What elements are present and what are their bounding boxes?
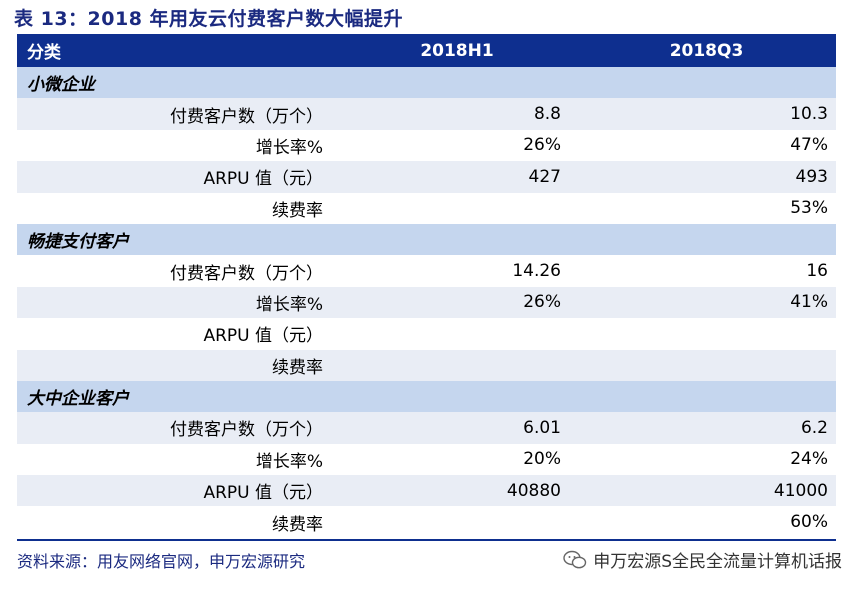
value-2018h1: 8.8: [533, 104, 561, 125]
value-2018h1: 20%: [523, 449, 561, 470]
header-2018h1: 2018H1: [420, 40, 494, 61]
value-2018h1: 26%: [523, 292, 561, 313]
table-row: 付费客户数（万个） 6.01 6.2: [17, 412, 836, 444]
table-bottom-rule: [17, 539, 836, 541]
value-2018q3: 53%: [790, 198, 828, 219]
table-row: 续费率 53%: [17, 193, 836, 224]
row-label: 付费客户数（万个）: [170, 106, 323, 127]
row-label: 增长率%: [255, 137, 323, 158]
value-2018q3: 47%: [790, 135, 828, 156]
row-label: 续费率: [272, 357, 323, 378]
data-table: 分类 2018H1 2018Q3 小微企业 付费客户数（万个） 8.8 10.3…: [17, 34, 836, 538]
table-row: ARPU 值（元） 40880 41000: [17, 475, 836, 507]
value-2018q3: 41%: [790, 292, 828, 313]
table-row: 增长率% 20% 24%: [17, 444, 836, 475]
section-title: 大中企业客户: [27, 389, 129, 410]
value-2018q3: 10.3: [790, 104, 828, 125]
section-title: 畅捷支付客户: [27, 232, 129, 253]
section-title: 小微企业: [27, 75, 95, 96]
row-label: 增长率%: [255, 294, 323, 315]
table-row: 续费率: [17, 349, 836, 381]
row-label: 续费率: [272, 200, 323, 221]
row-label: ARPU 值（元）: [203, 169, 323, 190]
wechat-icon: [563, 550, 587, 568]
value-2018q3: 24%: [790, 449, 828, 470]
value-2018q3: 60%: [790, 512, 828, 533]
value-2018q3: 41000: [773, 480, 828, 501]
section-row: 大中企业客户: [17, 380, 836, 413]
header-category: 分类: [27, 43, 61, 63]
table-row: 增长率% 26% 47%: [17, 130, 836, 161]
source-note: 资料来源：用友网络官网，申万宏源研究: [17, 552, 306, 571]
row-label: ARPU 值（元）: [203, 483, 323, 504]
value-2018h1: 427: [528, 166, 561, 187]
row-label: 付费客户数（万个）: [170, 420, 323, 441]
row-label: ARPU 值（元）: [203, 326, 323, 347]
table-header: 分类 2018H1 2018Q3: [17, 34, 836, 67]
value-2018h1: 14.26: [512, 261, 561, 282]
value-2018h1: 26%: [523, 135, 561, 156]
watermark-text: 申万宏源S全民全流量计算机话报: [593, 552, 842, 572]
value-2018q3: 16: [806, 261, 828, 282]
table-row: 付费客户数（万个） 8.8 10.3: [17, 98, 836, 130]
row-label: 增长率%: [255, 451, 323, 472]
value-2018q3: 6.2: [800, 417, 828, 438]
value-2018h1: 6.01: [523, 417, 561, 438]
table-row: 付费客户数（万个） 14.26 16: [17, 255, 836, 286]
value-2018h1: 40880: [506, 480, 561, 501]
row-label: 付费客户数（万个）: [170, 263, 323, 284]
section-row: 畅捷支付客户: [17, 223, 836, 256]
header-2018q3: 2018Q3: [669, 40, 744, 61]
section-row: 小微企业: [17, 67, 836, 99]
watermark: 申万宏源S全民全流量计算机话报: [563, 547, 842, 572]
table-row: 续费率 60%: [17, 506, 836, 537]
table-title: 表 13：2018 年用友云付费客户数大幅提升: [14, 8, 404, 30]
table-row: 增长率% 26% 41%: [17, 286, 836, 319]
value-2018q3: 493: [795, 166, 828, 187]
row-label: 续费率: [272, 514, 323, 535]
table-row: ARPU 值（元） 427 493: [17, 161, 836, 193]
table-row: ARPU 值（元）: [17, 318, 836, 349]
